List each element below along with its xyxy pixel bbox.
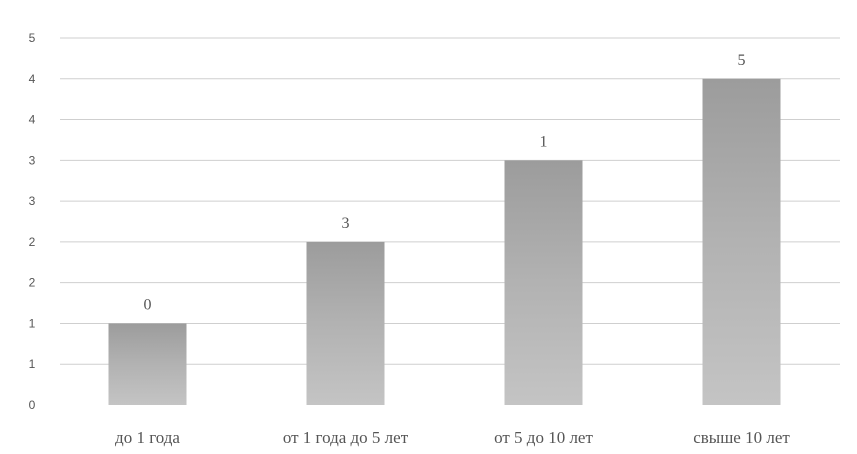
- data-label: 5: [738, 52, 746, 69]
- y-tick-label: 1: [29, 316, 36, 330]
- y-tick-label: 0: [29, 398, 36, 412]
- y-tick-label: 1: [29, 357, 36, 371]
- y-tick-label: 2: [29, 235, 36, 249]
- data-labels: 0 3 1 5: [144, 52, 746, 314]
- y-tick-label: 4: [29, 72, 36, 86]
- x-tick-label: от 5 до 10 лет: [494, 428, 593, 447]
- x-tick-label: до 1 года: [115, 428, 180, 447]
- y-axis-ticks: 0 1 1 2 2 3 3 4 4 5: [29, 31, 36, 412]
- bar: [306, 241, 385, 405]
- data-label: 0: [144, 296, 152, 313]
- x-tick-label: свыше 10 лет: [693, 428, 790, 447]
- bars: [108, 78, 781, 406]
- y-tick-label: 3: [29, 194, 36, 208]
- y-tick-label: 3: [29, 153, 36, 167]
- x-tick-label: от 1 года до 5 лет: [283, 428, 409, 447]
- data-label: 1: [540, 133, 548, 150]
- bar: [504, 160, 583, 405]
- data-label: 3: [342, 215, 350, 232]
- y-tick-label: 4: [29, 113, 36, 127]
- gridlines: [60, 37, 840, 365]
- bar: [108, 323, 187, 405]
- x-axis-ticks: до 1 года от 1 года до 5 лет от 5 до 10 ле…: [115, 428, 790, 447]
- y-tick-label: 5: [29, 31, 36, 45]
- bar: [702, 78, 781, 406]
- y-tick-label: 2: [29, 276, 36, 290]
